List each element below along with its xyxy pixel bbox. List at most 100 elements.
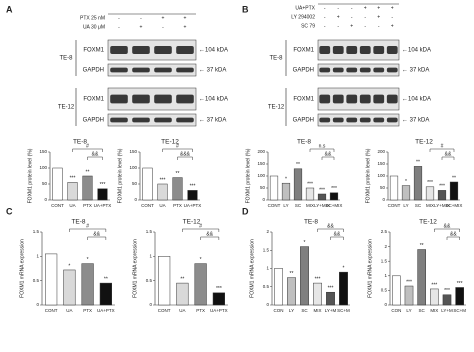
significance-label: * (304, 240, 306, 246)
condition-name: PTX 25 nM (80, 15, 105, 21)
x-tick-label: CONT (45, 308, 58, 313)
protein-name: FOXM1 (83, 97, 104, 103)
blot-band (110, 94, 128, 104)
x-tick-label: PTX (173, 203, 182, 208)
comparison-bracket (69, 228, 107, 232)
chart-title: TE-12 (183, 219, 201, 226)
comparison-label: # (176, 143, 179, 149)
x-tick-label: LY (403, 203, 408, 208)
blot-band (346, 117, 358, 123)
significance-label: ** (296, 162, 300, 168)
condition-sign: - (351, 5, 353, 11)
bar (194, 263, 207, 306)
condition-name: LY 294002 (291, 14, 315, 20)
x-tick-label: SC+MIX (326, 203, 343, 208)
blot-band (110, 67, 128, 73)
cell-line-name: TE-12 (268, 105, 285, 111)
significance-label: *** (190, 184, 196, 190)
y-tick-label: 50 (260, 185, 266, 190)
y-tick-label: 1.5 (146, 229, 153, 234)
significance-label: ** (86, 169, 90, 175)
condition-sign: - (324, 14, 326, 20)
blot-band (346, 46, 358, 54)
comparison-bracket (200, 236, 220, 240)
y-tick-label: 1.5 (381, 258, 388, 263)
condition-sign: + (140, 24, 143, 30)
blot (107, 113, 197, 127)
blot-band (386, 94, 398, 104)
bar (300, 246, 309, 306)
bar (52, 167, 63, 201)
comparison-bracket (177, 156, 193, 160)
blot-band (154, 46, 172, 54)
y-tick-label: 150 (129, 149, 137, 154)
blot-band (373, 94, 385, 104)
blot-band (132, 94, 150, 104)
bar (269, 175, 279, 201)
bar (389, 175, 399, 201)
bar (392, 275, 401, 306)
comparison-bracket (309, 148, 335, 152)
x-tick-label: SC (301, 308, 308, 313)
chart-title: TE-12 (415, 139, 433, 146)
protein-name: GAPDH (293, 68, 314, 74)
blot (317, 113, 400, 127)
significance-label: *** (307, 181, 313, 187)
blot (317, 39, 400, 61)
condition-sign: - (364, 14, 366, 20)
y-tick-label: 0 (36, 302, 39, 307)
condition-sign: - (140, 15, 142, 21)
panel-label: C (6, 206, 13, 216)
chart-title: TE-8 (297, 139, 311, 146)
significance-label: * (68, 263, 70, 269)
comparison-bracket (87, 156, 103, 160)
x-tick-label: CONT (388, 203, 401, 208)
y-axis-label: FOXM1 mRNA expression (132, 239, 138, 298)
x-tick-label: UA (179, 308, 185, 313)
blot-band (359, 46, 371, 54)
condition-sign: + (364, 5, 367, 11)
condition-name: SC 79 (301, 23, 315, 29)
y-tick-label: 200 (257, 149, 265, 154)
comparison-label: && (450, 231, 457, 237)
y-tick-label: 1 (149, 254, 152, 259)
significance-label: *** (100, 182, 106, 188)
bar (45, 253, 58, 306)
bar (157, 183, 168, 201)
x-tick-label: SC+M (453, 308, 466, 313)
chart-title: TE-8 (304, 219, 318, 226)
y-tick-label: 0 (382, 197, 385, 202)
x-tick-label: PTX (83, 203, 92, 208)
condition-sign: + (162, 15, 165, 21)
condition-name: UA 30 μM (83, 24, 105, 30)
chart-title: TE-8 (73, 139, 87, 146)
x-tick-label: SC (295, 203, 302, 208)
x-tick-label: LY+M (325, 308, 337, 313)
bar (437, 190, 447, 201)
bar (82, 175, 93, 201)
significance-label: *** (406, 279, 412, 285)
bar (293, 168, 303, 201)
bar (97, 188, 108, 201)
bar (329, 192, 339, 201)
significance-label: *** (444, 288, 450, 294)
comparison-bracket (434, 228, 460, 232)
comparison-label: &&& (180, 151, 191, 157)
size-marker: ← 37 kDA (402, 118, 429, 124)
size-marker: ←104 kDA (199, 97, 228, 103)
condition-sign: - (378, 23, 380, 29)
blot-band (154, 67, 172, 73)
blot-band (332, 117, 344, 123)
y-tick-label: 1.5 (33, 229, 40, 234)
x-tick-label: LY (406, 308, 411, 313)
blot-band (346, 67, 358, 73)
x-tick-label: CON (391, 308, 401, 313)
bar (339, 271, 348, 306)
y-axis-label: FOXM1 protein level (%) (27, 148, 33, 203)
significance-label: *** (315, 276, 321, 282)
x-tick-label: LY+MIX (314, 203, 330, 208)
condition-sign: + (391, 5, 394, 11)
blot-band (373, 117, 385, 123)
comparison-label: n.s (319, 143, 326, 149)
x-tick-label: MIX (426, 203, 434, 208)
